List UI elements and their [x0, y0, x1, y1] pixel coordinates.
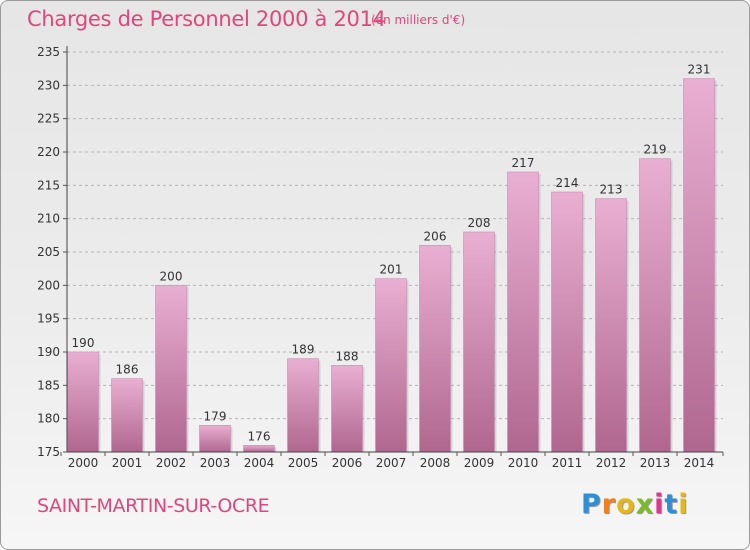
x-tick-label-2005: 2005 — [288, 456, 319, 470]
proxiti-logo: Proxiti — [581, 489, 689, 520]
y-tick-label: 210 — [37, 212, 60, 226]
y-tick-label: 215 — [37, 178, 60, 192]
data-label-2002: 200 — [160, 269, 183, 283]
data-label-2000: 190 — [72, 336, 95, 350]
bar-2012 — [595, 198, 627, 453]
x-tick-label-2003: 2003 — [200, 456, 231, 470]
bar-2000 — [67, 351, 99, 453]
x-tick-label-2010: 2010 — [508, 456, 539, 470]
y-tick-label: 175 — [37, 445, 60, 459]
y-tick-label: 205 — [37, 245, 60, 259]
data-label-2009: 208 — [468, 216, 491, 230]
data-label-2014: 231 — [688, 63, 711, 77]
data-label-2011: 214 — [556, 176, 579, 190]
x-tick-label-2001: 2001 — [112, 456, 143, 470]
data-label-2005: 189 — [292, 343, 315, 357]
x-tick-label-2004: 2004 — [244, 456, 275, 470]
bar-2006 — [331, 365, 363, 453]
y-tick-label: 235 — [37, 45, 60, 59]
x-tick-label-2006: 2006 — [332, 456, 363, 470]
y-tick-label: 190 — [37, 345, 60, 359]
bar-2001 — [111, 378, 143, 453]
chart-title: Charges de Personnel 2000 à 2014 — [27, 7, 386, 31]
bar-2002 — [155, 285, 187, 453]
y-tick-label: 185 — [37, 378, 60, 392]
y-tick-label: 220 — [37, 145, 60, 159]
x-tick-label-2007: 2007 — [376, 456, 407, 470]
x-tick-label-2009: 2009 — [464, 456, 495, 470]
y-tick-label: 200 — [37, 278, 60, 292]
x-tick-label-2012: 2012 — [596, 456, 627, 470]
data-label-2008: 206 — [424, 229, 447, 243]
bar-2003 — [199, 425, 231, 453]
data-label-2001: 186 — [116, 363, 139, 377]
data-label-2012: 213 — [600, 183, 623, 197]
bar-2010 — [507, 171, 539, 453]
logo-letter: P — [581, 489, 602, 520]
bar-2014 — [683, 78, 715, 453]
x-tick-label-2000: 2000 — [68, 456, 99, 470]
y-tick-label: 230 — [37, 78, 60, 92]
data-label-2003: 179 — [204, 409, 227, 423]
x-tick-label-2013: 2013 — [640, 456, 671, 470]
data-label-2004: 176 — [248, 429, 271, 443]
y-tick-label: 225 — [37, 112, 60, 126]
commune-name: SAINT-MARTIN-SUR-OCRE — [37, 495, 270, 517]
data-label-2013: 219 — [644, 143, 667, 157]
x-tick-label-2011: 2011 — [552, 456, 583, 470]
logo-letter: i — [654, 489, 665, 520]
data-label-2007: 201 — [380, 263, 403, 277]
y-tick-label: 195 — [37, 312, 60, 326]
x-tick-label-2014: 2014 — [684, 456, 715, 470]
data-label-2010: 217 — [512, 156, 535, 170]
chart-subtitle: (en milliers d'€) — [371, 13, 466, 27]
bar-2011 — [551, 191, 583, 453]
bar-2007 — [375, 278, 407, 453]
bar-2005 — [287, 358, 319, 453]
data-label-2006: 188 — [336, 349, 359, 363]
bar-2008 — [419, 245, 451, 453]
bar-2013 — [639, 158, 671, 453]
logo-letter: o — [616, 489, 636, 520]
bar-2009 — [463, 231, 495, 453]
y-tick-label: 180 — [37, 412, 60, 426]
x-tick-label-2002: 2002 — [156, 456, 187, 470]
logo-letter: r — [601, 489, 617, 520]
bar-2004 — [243, 445, 275, 453]
logo-letter: i — [678, 489, 689, 520]
x-tick-label-2008: 2008 — [420, 456, 451, 470]
logo-letter: t — [664, 489, 679, 520]
logo-letter: x — [635, 489, 655, 520]
